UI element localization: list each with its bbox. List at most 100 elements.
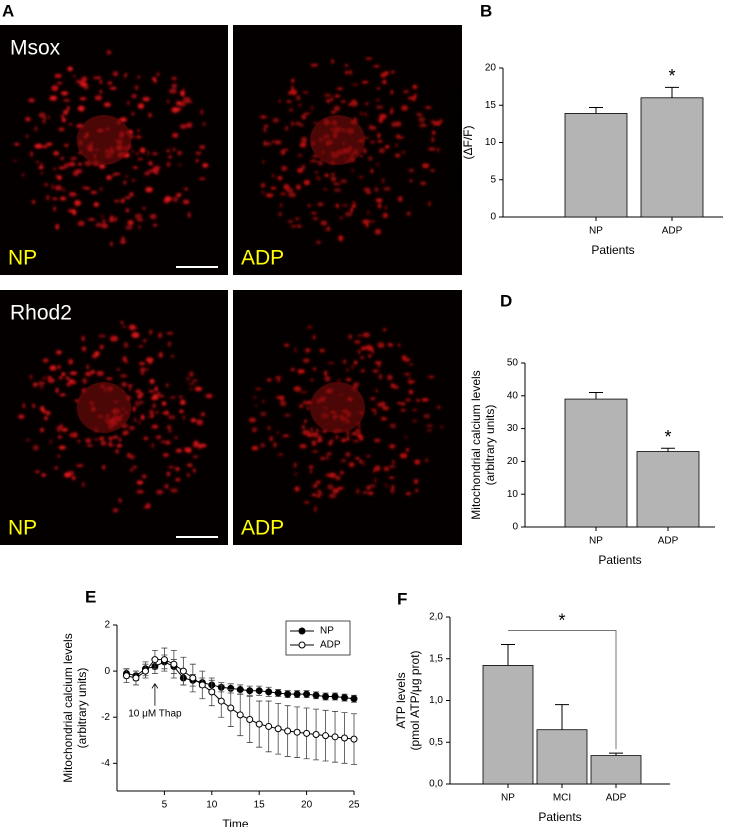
mitochondrion	[324, 375, 331, 382]
mitochondrion	[294, 486, 300, 492]
mitochondrion	[418, 116, 426, 123]
mitochondrion	[401, 355, 407, 361]
mitochondrion	[61, 427, 68, 432]
mitochondrion	[327, 361, 335, 364]
mitochondrion	[375, 389, 378, 393]
mitochondrion	[333, 188, 342, 193]
mitochondrion	[408, 389, 414, 395]
mitochondrion	[195, 159, 199, 163]
mitochondrion	[359, 154, 363, 158]
mitochondrion	[158, 394, 165, 398]
mitochondrion	[370, 168, 374, 174]
panel-letter: D	[500, 291, 512, 310]
mitochondrion	[99, 187, 103, 191]
mitochondrion	[124, 75, 127, 78]
mitochondrion	[182, 96, 191, 103]
error-bar	[609, 752, 623, 756]
mitochondrion	[366, 210, 370, 215]
data-point	[141, 667, 149, 675]
mitochondrion	[148, 329, 153, 335]
mitochondrion	[286, 187, 294, 193]
mitochondrion	[38, 112, 46, 118]
data-point	[303, 690, 311, 698]
mitochondrion	[129, 454, 136, 460]
mitochondrion	[56, 426, 62, 432]
data-point	[350, 695, 358, 703]
mitochondrion	[381, 178, 385, 184]
mitochondrion	[413, 478, 419, 485]
mitochondrion	[296, 95, 301, 101]
mitochondrion	[136, 480, 144, 485]
mitochondrion	[374, 465, 381, 472]
mitochondrion	[53, 167, 57, 171]
mitochondrion	[291, 78, 295, 83]
mitochondrion	[369, 397, 376, 401]
mitochondrion	[370, 408, 377, 411]
mitochondrion	[328, 440, 333, 446]
x-axis-title: Patients	[591, 243, 634, 257]
mitochondrion	[182, 415, 186, 420]
mitochondrion	[42, 119, 46, 124]
mitochondrion	[355, 428, 361, 434]
mitochondrion	[261, 399, 266, 403]
mitochondrion	[323, 93, 332, 97]
mitochondrion	[63, 143, 69, 148]
mitochondrion	[32, 403, 36, 409]
mitochondrion	[379, 401, 386, 408]
mitochondrion	[259, 115, 267, 119]
y-tick-label: 1,5	[429, 653, 443, 664]
mitochondrion	[251, 427, 258, 433]
mitochondrion	[278, 395, 285, 401]
mitochondrion	[299, 142, 307, 148]
mitochondrion	[302, 400, 307, 406]
mitochondrion	[302, 91, 309, 94]
mitochondrion	[255, 387, 262, 391]
y-tick-label: 2	[104, 620, 110, 631]
nucleus	[76, 115, 132, 165]
mitochondrion	[367, 156, 373, 161]
mitochondrion	[397, 196, 403, 202]
mitochondrion	[312, 334, 316, 340]
legend-box	[285, 620, 351, 656]
mitochondrion	[102, 219, 106, 224]
mitochondrion	[437, 147, 440, 153]
mitochondrion	[297, 369, 305, 374]
error-bar	[665, 86, 679, 98]
mitochondrion	[109, 86, 117, 90]
data-point	[189, 674, 197, 682]
mitochondrion	[137, 128, 140, 133]
mitochondrion	[91, 353, 98, 359]
mitochondrion	[373, 410, 377, 416]
mitochondrion	[125, 208, 130, 213]
mitochondrion	[167, 415, 176, 420]
mitochondrion	[356, 433, 363, 437]
mitochondrion	[131, 150, 135, 153]
mitochondrion	[205, 393, 213, 399]
mitochondrion	[351, 204, 357, 208]
mitochondrion	[95, 222, 103, 228]
mitochondrion	[302, 358, 310, 363]
mitochondrion	[345, 451, 351, 457]
data-point	[284, 690, 292, 698]
mitochondrion	[340, 459, 347, 462]
mitochondrion	[68, 379, 74, 383]
mitochondrion	[251, 445, 259, 451]
mitochondrion	[61, 372, 66, 377]
mitochondrion	[401, 105, 409, 111]
group-label: NP	[8, 517, 37, 540]
nucleus	[310, 115, 365, 165]
mitochondrion	[320, 220, 328, 226]
mitochondrion	[191, 379, 199, 382]
mitochondrion	[55, 387, 59, 394]
mitochondrion	[138, 403, 141, 406]
mitochondrion	[193, 440, 199, 446]
mitochondrion	[140, 414, 145, 421]
mitochondrion	[107, 81, 112, 86]
mitochondrion	[362, 332, 371, 338]
mitochondrion	[121, 382, 127, 387]
x-tick-label: ADP	[658, 536, 679, 547]
mitochondrion	[139, 367, 147, 373]
mitochondrion	[136, 218, 144, 222]
data-point	[236, 686, 244, 694]
mitochondrion	[372, 369, 379, 374]
